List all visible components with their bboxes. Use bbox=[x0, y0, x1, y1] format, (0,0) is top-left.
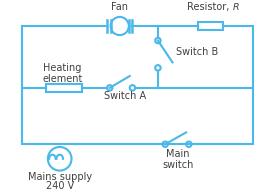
Text: Switch B: Switch B bbox=[176, 47, 218, 57]
Text: Mains supply: Mains supply bbox=[28, 172, 92, 182]
Text: Switch A: Switch A bbox=[104, 91, 146, 102]
Text: Fan: Fan bbox=[111, 2, 128, 12]
Text: Main
switch: Main switch bbox=[162, 149, 194, 170]
Text: 240 V: 240 V bbox=[45, 181, 74, 191]
Text: Resistor,: Resistor, bbox=[187, 2, 233, 12]
Text: Heating
element: Heating element bbox=[42, 63, 83, 84]
Text: R: R bbox=[233, 3, 239, 12]
Bar bbox=[198, 22, 223, 30]
Bar bbox=[46, 84, 82, 92]
